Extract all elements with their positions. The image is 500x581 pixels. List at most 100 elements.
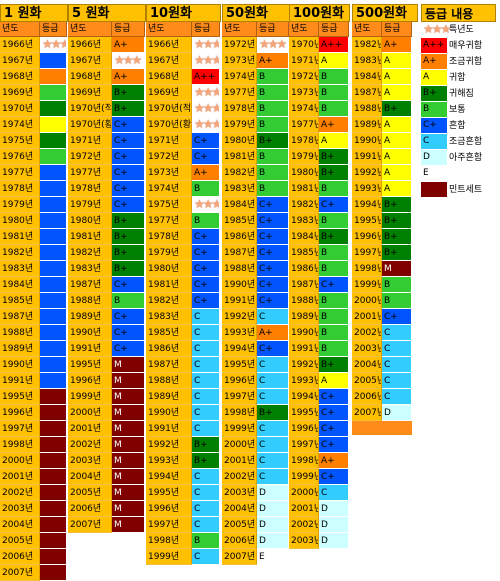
grade-cell: A bbox=[382, 69, 412, 85]
grade-code: C+ bbox=[114, 152, 128, 162]
grade-code: A bbox=[384, 136, 391, 146]
year-cell: 1979년 bbox=[0, 197, 40, 213]
legend-label: 아주흔함 bbox=[449, 153, 483, 163]
year-cell: 1986년 bbox=[289, 261, 319, 277]
grade-code: C bbox=[194, 360, 201, 370]
year-cell: 2001년 bbox=[68, 421, 112, 437]
grade-code: C+ bbox=[194, 296, 208, 306]
grade-cell: B bbox=[319, 261, 349, 277]
grade-cell bbox=[40, 389, 67, 405]
grade-cell bbox=[40, 373, 67, 389]
year-cell: 1969년 bbox=[0, 85, 40, 101]
year-column-header: 년도 bbox=[68, 22, 112, 37]
year-cell: 1982년 bbox=[0, 245, 40, 261]
star-icon: ★★★ bbox=[194, 197, 220, 211]
grade-cell: B bbox=[382, 277, 412, 293]
year-cell: 1984년 bbox=[222, 197, 257, 213]
grade-cell: D bbox=[382, 405, 412, 421]
grade-cell: B+ bbox=[382, 229, 412, 245]
year-cell: 1995년 bbox=[352, 213, 382, 229]
grade-code: C bbox=[194, 312, 201, 322]
grade-code: B bbox=[321, 216, 328, 226]
year-cell: 2007년 bbox=[352, 405, 382, 421]
grade-code: D bbox=[259, 488, 266, 498]
grade-cell: C+ bbox=[319, 405, 349, 421]
year-cell: 1981년 bbox=[146, 277, 192, 293]
grade-cell: C bbox=[382, 389, 412, 405]
year-cell: 1966년 bbox=[68, 37, 112, 53]
grade-cell: D bbox=[257, 517, 289, 533]
grade-cell: E bbox=[257, 549, 289, 565]
grade-cell: B+ bbox=[319, 149, 349, 165]
legend-code: D bbox=[423, 152, 430, 162]
year-cell: 2002년 bbox=[222, 469, 257, 485]
grade-cell: M bbox=[112, 405, 145, 421]
grade-code: C+ bbox=[114, 200, 128, 210]
grade-cell: ★★★ bbox=[192, 37, 220, 53]
grade-cell: C+ bbox=[112, 165, 145, 181]
legend-rows: ★★★ 특년도 A++ 매우귀함 A+ 조금귀함 A 귀함 B+ 귀해짐 B 보통 C+ 흔함 C 조금흔함 D… bbox=[421, 22, 496, 198]
grade-cell bbox=[40, 245, 67, 261]
grade-cell bbox=[40, 261, 67, 277]
year-cell: 1987년 bbox=[352, 85, 382, 101]
grade-cell: C bbox=[192, 421, 220, 437]
grade-cell: C+ bbox=[192, 293, 220, 309]
year-cell: 2002년 bbox=[0, 485, 40, 501]
grade-cell: A bbox=[382, 53, 412, 69]
year-cell: 1985년 bbox=[289, 245, 319, 261]
grade-code: B+ bbox=[114, 216, 128, 226]
year-cell: 2000년 bbox=[222, 437, 257, 453]
grade-cell: B+ bbox=[382, 197, 412, 213]
grade-cell: C bbox=[319, 485, 349, 501]
year-cell: 1983년 bbox=[68, 261, 112, 277]
year-cell: 1994년 bbox=[222, 341, 257, 357]
year-cell: 1975년 bbox=[146, 197, 192, 213]
grade-cell: C+ bbox=[319, 437, 349, 453]
grade-cell: A+ bbox=[112, 37, 145, 53]
grade-cell: C+ bbox=[112, 325, 145, 341]
grade-cell: D bbox=[319, 533, 349, 549]
grade-cell: B+ bbox=[319, 357, 349, 373]
legend-swatch bbox=[421, 182, 447, 197]
year-cell: 1994년 bbox=[146, 469, 192, 485]
year-cell: 1983년 bbox=[352, 53, 382, 69]
grade-cell: C bbox=[192, 373, 220, 389]
grade-cell bbox=[40, 133, 67, 149]
grade-column-header: 등급 bbox=[382, 22, 412, 37]
grade-cell: C bbox=[192, 549, 220, 565]
year-cell: 1974년 bbox=[0, 117, 40, 133]
grade-code: C bbox=[194, 344, 201, 354]
year-cell: 2004년 bbox=[352, 357, 382, 373]
year-cell: 2007년 bbox=[222, 549, 257, 565]
year-cell: 1982년 bbox=[146, 293, 192, 309]
grade-cell: B bbox=[112, 293, 145, 309]
year-cell: 1970년 bbox=[289, 37, 319, 53]
grade-cell: C+ bbox=[112, 181, 145, 197]
year-cell: 1984년 bbox=[0, 277, 40, 293]
grade-code: C+ bbox=[321, 440, 335, 450]
year-cell: 2003년 bbox=[0, 501, 40, 517]
grade-cell: C+ bbox=[319, 469, 349, 485]
block-title: 100원화 bbox=[289, 4, 350, 22]
grade-column-header: 등급 bbox=[112, 22, 145, 37]
grade-cell: B+ bbox=[319, 229, 349, 245]
legend-swatch: A bbox=[421, 70, 447, 85]
grade-code: C bbox=[384, 328, 391, 338]
grade-cell: C bbox=[192, 357, 220, 373]
grade-code: D bbox=[259, 520, 266, 530]
year-cell: 1971년 bbox=[146, 133, 192, 149]
year-cell: 2000년 bbox=[289, 485, 319, 501]
star-icon: ★★★ bbox=[423, 22, 451, 36]
year-cell: 1980년 bbox=[146, 261, 192, 277]
year-cell: 1987년 bbox=[68, 277, 112, 293]
star-icon: ★★★ bbox=[194, 85, 220, 99]
grade-code: C bbox=[384, 360, 391, 370]
year-cell: 1993년 bbox=[352, 181, 382, 197]
year-cell: 1992년 bbox=[289, 357, 319, 373]
grade-cell: A bbox=[382, 85, 412, 101]
year-cell: 1972년 bbox=[146, 149, 192, 165]
grade-code: A bbox=[321, 56, 328, 66]
grade-code: A+ bbox=[321, 456, 335, 466]
grade-cell: C+ bbox=[257, 293, 289, 309]
grade-cell: M bbox=[112, 437, 145, 453]
